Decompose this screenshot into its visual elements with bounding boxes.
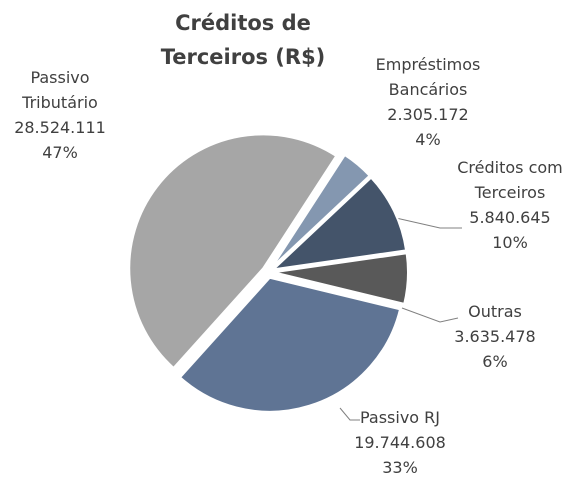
percentage-label: 33%: [382, 458, 418, 477]
chart-title: Créditos de Terceiros (R$): [160, 11, 326, 69]
slice-label: Outras 3.635.478 6%: [440, 299, 550, 374]
category-label: Passivo RJ: [359, 408, 441, 427]
slice-label: Créditos com Terceiros 5.840.645 10%: [450, 155, 570, 255]
slice-label: Passivo RJ 19.744.608 33%: [340, 405, 460, 478]
value-label: 28.524.111: [14, 118, 106, 137]
pie-slice: [270, 176, 408, 271]
percentage-label: 6%: [482, 352, 508, 371]
category-label: Outras: [468, 302, 522, 321]
pie-slice: [178, 276, 402, 413]
slice-label: Empréstimos Bancários 2.305.172 4%: [368, 52, 488, 152]
percentage-label: 47%: [42, 143, 78, 162]
leader-line: [401, 307, 459, 323]
percentage-label: 4%: [415, 130, 441, 149]
value-label: 19.744.608: [354, 433, 446, 452]
value-label: 2.305.172: [387, 105, 469, 124]
category-label: Passivo Tributário: [22, 68, 98, 112]
slice-label: Passivo Tributário 28.524.111 47%: [5, 65, 115, 165]
value-label: 5.840.645: [469, 208, 551, 227]
value-label: 3.635.478: [454, 327, 536, 346]
pie-slice: [128, 133, 338, 370]
leader-line: [395, 217, 462, 229]
leader-line: [339, 407, 360, 421]
category-label: Empréstimos Bancários: [375, 55, 481, 99]
pie-slice: [271, 153, 371, 269]
percentage-label: 10%: [492, 233, 528, 252]
pie-slice: [273, 252, 409, 306]
category-label: Créditos com Terceiros: [457, 158, 563, 202]
